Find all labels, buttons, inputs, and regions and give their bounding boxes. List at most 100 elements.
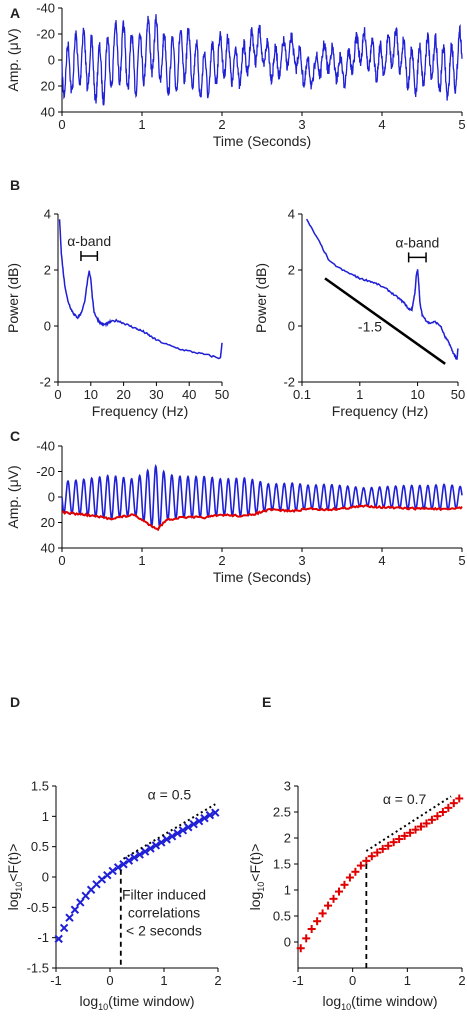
E-data-point	[433, 812, 442, 821]
B-right-slope-label: -1.5	[358, 319, 382, 335]
E-data-point	[324, 901, 333, 910]
D-x-tick-label: 1	[160, 973, 167, 988]
E-data-point	[329, 894, 338, 903]
C-y-tick-label: -40	[36, 439, 55, 454]
E-data-point	[362, 856, 371, 865]
D-point-stroke	[146, 844, 155, 853]
A-y-tick-label: 20	[41, 79, 55, 94]
D-y-tick-label: -1	[37, 930, 49, 945]
D-x-axis-label: log10(time window)	[79, 993, 194, 1012]
D-note-line: correlations	[128, 904, 200, 920]
D-data-point	[135, 850, 144, 859]
E-data-point	[389, 838, 398, 847]
B_right-y-tick-label: -2	[283, 375, 295, 390]
C-y-axis-label: Amp. (μV)	[5, 465, 21, 528]
E-y-tick-label: 2	[284, 831, 291, 846]
C-x-tick-label: 1	[138, 553, 145, 568]
A-eeg-trace	[61, 14, 463, 106]
E-data-point	[345, 873, 354, 882]
E-fit-dotted-line	[365, 795, 452, 852]
panel-label-A: A	[10, 5, 20, 21]
C-y-tick-label: 0	[48, 490, 55, 505]
C-y-tick-label: 20	[41, 515, 55, 530]
D-point-stroke	[151, 841, 161, 850]
D-alpha-label: α = 0.5	[148, 786, 192, 802]
E-y-tick-label: 1	[284, 883, 291, 898]
E-data-point	[367, 852, 376, 861]
E-data-point	[455, 794, 464, 803]
panel-label-E: E	[262, 694, 271, 710]
D-data-point	[108, 866, 117, 876]
D-point-stroke	[194, 816, 204, 826]
E-y-tick-label: 2.5	[273, 805, 291, 820]
D-point-stroke	[157, 838, 166, 847]
B_left-x-tick-label: 50	[215, 387, 229, 402]
A-x-axis-label: Time (Seconds)	[213, 133, 311, 149]
E-data-point	[356, 861, 365, 870]
E-data-point	[335, 887, 343, 896]
D-point-stroke	[70, 905, 80, 914]
C-x-tick-label: 3	[298, 553, 305, 568]
E-data-point	[378, 844, 387, 853]
B_left-y-tick-label: 0	[44, 319, 51, 334]
C-y-tick-label: 40	[41, 541, 55, 556]
D-point-stroke	[200, 813, 209, 823]
E-x-tick-label: 0	[349, 973, 356, 988]
E-data-point	[296, 944, 305, 953]
E-y-tick-label: 0	[284, 935, 291, 950]
B_right-x-axis-label: Frequency (Hz)	[332, 403, 428, 419]
D-note-line: < 2 seconds	[126, 922, 202, 938]
B_right-x-tick-label: 10	[410, 387, 424, 402]
D-y-axis-label: log10<F(t)>	[5, 844, 24, 911]
A-y-tick-label: -40	[36, 1, 55, 16]
E-data-point	[351, 867, 360, 876]
D-data-point	[146, 844, 155, 853]
B_left-y-tick-label: 4	[44, 207, 51, 222]
D-point-stroke	[211, 808, 220, 817]
D-note-line: Filter induced	[122, 886, 206, 902]
D-data-point	[184, 823, 193, 832]
D-data-point	[70, 905, 80, 914]
E-data-point	[318, 909, 327, 918]
A-x-tick-label: 4	[378, 117, 385, 132]
B_left-y-tick-label: -2	[39, 375, 51, 390]
E-data-point	[340, 880, 349, 889]
B_right-x-tick-label: 1	[356, 387, 363, 402]
E-data-point	[422, 819, 431, 828]
D-point-stroke	[140, 847, 150, 856]
D-data-point	[59, 923, 69, 933]
B_right-y-axis-label: Power (dB)	[253, 263, 269, 333]
D-data-point	[140, 847, 150, 856]
D-point-stroke	[119, 860, 128, 869]
D-data-point	[200, 813, 209, 823]
B_left-x-tick-label: 20	[116, 387, 130, 402]
D-data-point	[189, 820, 198, 829]
D-x-tick-label: -1	[50, 973, 62, 988]
D-y-tick-label: -1.5	[27, 961, 49, 976]
A-y-tick-label: -20	[36, 27, 55, 42]
B_right-y-tick-label: 0	[288, 319, 295, 334]
B_left-x-tick-label: 10	[84, 387, 98, 402]
C-amplitude-envelope	[61, 504, 463, 532]
E-y-axis-label: log10<F(t)>	[247, 844, 266, 911]
D-point-stroke	[205, 810, 215, 820]
D-point-stroke	[76, 898, 85, 907]
D-point-stroke	[54, 934, 63, 944]
D-y-tick-label: 0	[42, 870, 49, 885]
B_left-x-tick-label: 0	[54, 387, 61, 402]
D-data-point	[54, 934, 63, 944]
panel-label-B: B	[10, 177, 20, 193]
E-x-axis-label: log10(time window)	[322, 993, 437, 1012]
D-point-stroke	[130, 853, 139, 862]
E-x-tick-label: -1	[292, 973, 304, 988]
D-data-point	[124, 856, 134, 865]
B-right-spectrum-line	[305, 218, 459, 361]
A-y-tick-label: 0	[48, 53, 55, 68]
D-fit-dotted-line	[122, 803, 216, 860]
C-y-tick-label: -20	[36, 464, 55, 479]
A-x-tick-label: 0	[58, 117, 65, 132]
E-data-point	[427, 815, 436, 824]
D-x-tick-label: 0	[106, 973, 113, 988]
D-data-point	[167, 832, 177, 841]
